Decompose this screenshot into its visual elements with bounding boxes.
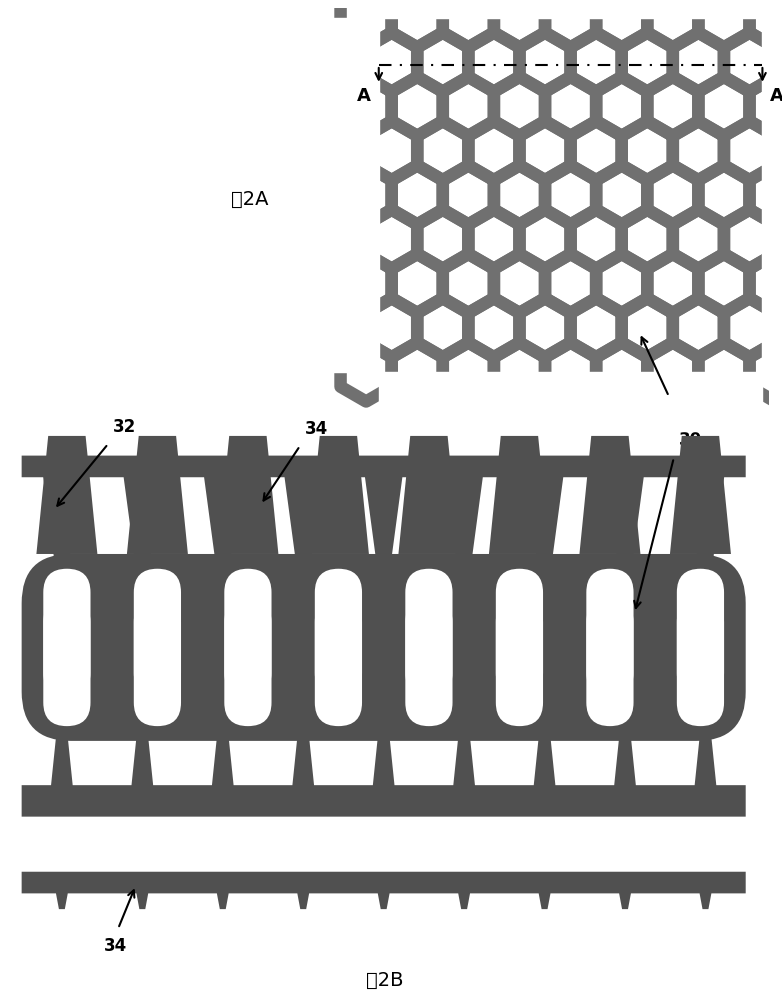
- FancyBboxPatch shape: [315, 569, 362, 697]
- Text: 30: 30: [679, 431, 702, 449]
- FancyBboxPatch shape: [134, 569, 181, 697]
- Ellipse shape: [380, 712, 388, 724]
- FancyBboxPatch shape: [496, 598, 543, 726]
- Text: 32: 32: [113, 418, 136, 436]
- FancyBboxPatch shape: [586, 569, 633, 697]
- Bar: [378, 18, 762, 372]
- Polygon shape: [22, 872, 746, 909]
- FancyBboxPatch shape: [405, 569, 453, 697]
- Ellipse shape: [540, 712, 548, 724]
- Ellipse shape: [58, 712, 66, 724]
- FancyBboxPatch shape: [224, 569, 271, 697]
- FancyBboxPatch shape: [586, 598, 633, 726]
- Ellipse shape: [617, 548, 633, 568]
- Text: 30: 30: [662, 409, 686, 427]
- FancyBboxPatch shape: [677, 569, 724, 697]
- FancyBboxPatch shape: [22, 554, 746, 741]
- FancyBboxPatch shape: [496, 569, 543, 697]
- FancyBboxPatch shape: [405, 598, 453, 726]
- Text: 图2B: 图2B: [366, 970, 404, 989]
- FancyBboxPatch shape: [134, 598, 181, 726]
- Ellipse shape: [376, 548, 392, 568]
- Ellipse shape: [456, 548, 472, 568]
- Ellipse shape: [138, 712, 146, 724]
- Polygon shape: [398, 436, 459, 554]
- Ellipse shape: [300, 712, 307, 724]
- Text: A: A: [770, 87, 782, 105]
- Ellipse shape: [460, 712, 468, 724]
- Polygon shape: [579, 436, 640, 554]
- Ellipse shape: [54, 548, 70, 568]
- FancyBboxPatch shape: [315, 598, 362, 726]
- Polygon shape: [308, 436, 369, 554]
- Ellipse shape: [296, 548, 311, 568]
- Text: 图2A: 图2A: [231, 190, 269, 209]
- Ellipse shape: [698, 548, 713, 568]
- Polygon shape: [22, 718, 746, 817]
- Text: 34: 34: [103, 937, 127, 955]
- Polygon shape: [37, 436, 98, 554]
- FancyBboxPatch shape: [224, 598, 271, 726]
- Ellipse shape: [621, 712, 629, 724]
- Polygon shape: [127, 436, 188, 554]
- FancyBboxPatch shape: [677, 598, 724, 726]
- Ellipse shape: [215, 548, 231, 568]
- Ellipse shape: [135, 548, 150, 568]
- Ellipse shape: [536, 548, 552, 568]
- Polygon shape: [489, 436, 550, 554]
- Ellipse shape: [701, 712, 709, 724]
- Polygon shape: [670, 436, 731, 554]
- Text: A: A: [357, 87, 371, 105]
- FancyBboxPatch shape: [43, 569, 91, 697]
- Text: 34: 34: [305, 420, 328, 438]
- Polygon shape: [217, 436, 278, 554]
- FancyBboxPatch shape: [43, 598, 91, 726]
- Ellipse shape: [219, 712, 227, 724]
- Polygon shape: [22, 456, 746, 558]
